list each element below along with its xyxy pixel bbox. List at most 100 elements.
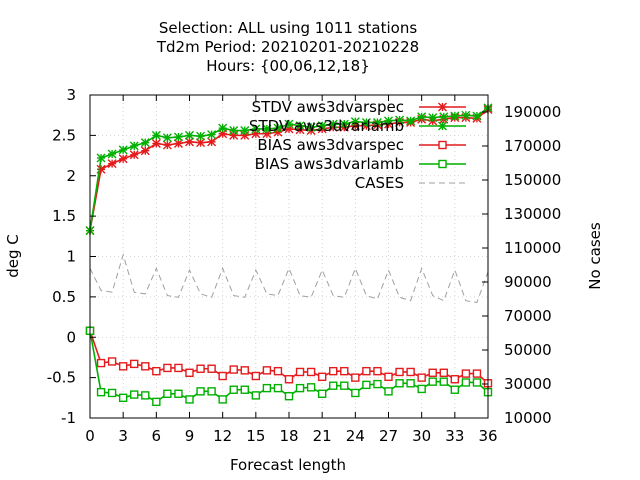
data-point-square — [351, 388, 360, 398]
x-tick-label: 36 — [478, 427, 497, 445]
data-point-square — [163, 389, 172, 398]
title-line-3: Hours: {00,06,12,18} — [206, 57, 370, 75]
data-point-square — [406, 367, 415, 377]
data-point-star — [438, 102, 447, 112]
data-point-square — [295, 383, 305, 393]
x-tick-label: 27 — [379, 427, 398, 445]
legend-label: CASES — [355, 174, 404, 192]
data-point-square — [395, 379, 404, 388]
data-point-square — [218, 395, 227, 404]
data-point-square — [273, 366, 283, 376]
star-stroke — [472, 111, 482, 121]
series-line — [89, 253, 489, 303]
data-point-square — [273, 383, 283, 393]
data-point-square — [130, 390, 139, 399]
data-point-star — [240, 126, 250, 136]
data-point-square — [196, 387, 205, 396]
star-stroke — [173, 132, 183, 142]
data-point-star — [438, 121, 447, 131]
data-point-star — [273, 127, 283, 137]
legend-label: BIAS aws3dvarlamb — [255, 155, 404, 173]
data-point-star — [472, 111, 482, 121]
data-point-square — [262, 383, 272, 393]
title-line-1: Selection: ALL using 1011 stations — [159, 19, 418, 37]
y-tick-label: -1 — [61, 409, 76, 427]
data-point-square — [417, 373, 426, 382]
data-point-star — [207, 130, 217, 140]
data-point-square — [251, 371, 261, 381]
star-stroke — [339, 119, 349, 129]
legend-entry: STDV aws3dvarspec — [252, 98, 466, 116]
data-point-square — [439, 377, 448, 386]
data-point-star — [361, 117, 371, 127]
data-point-star — [461, 110, 471, 120]
y2-tick-label: 190000 — [504, 103, 561, 121]
star-stroke — [151, 138, 161, 148]
data-point-square — [373, 366, 382, 376]
data-point-star — [350, 117, 360, 127]
y2-axis-label: No cases — [586, 222, 604, 290]
chart-title: Selection: ALL using 1011 stations Td2m … — [156, 19, 419, 75]
data-point-square — [163, 363, 172, 373]
star-stroke — [162, 133, 172, 143]
data-point-square — [406, 379, 415, 388]
series-cases — [89, 253, 489, 303]
star-stroke — [196, 138, 206, 148]
data-point-square — [472, 378, 482, 387]
data-point-star — [339, 119, 349, 129]
data-point-star — [251, 124, 261, 134]
star-stroke — [207, 137, 217, 147]
data-point-square — [351, 373, 360, 382]
axes: -1-0.500.511.522.530 3 6 9 12 15 18 21 24 27 30 33 3… — [47, 86, 562, 445]
data-point-star — [372, 117, 382, 127]
x-tick-label: 6 — [152, 427, 162, 445]
y-tick-label: 2 — [66, 167, 76, 185]
y2-tick-label: 110000 — [504, 239, 561, 257]
y-tick-label: -0.5 — [47, 369, 76, 387]
data-point-star — [185, 130, 194, 140]
star-stroke — [151, 130, 161, 140]
data-point-square — [174, 389, 183, 398]
data-point-star — [118, 154, 128, 164]
star-stroke — [284, 119, 294, 129]
data-point-square — [295, 367, 305, 377]
star-stroke — [185, 137, 194, 147]
star-stroke — [372, 117, 382, 127]
x-axis-label: Forecast length — [230, 456, 346, 474]
x-tick-label: 18 — [279, 427, 298, 445]
data-point-star — [428, 113, 438, 123]
data-point-star — [384, 116, 393, 126]
data-point-star — [417, 112, 427, 122]
x-tick-label: 21 — [313, 427, 332, 445]
star-stroke — [173, 138, 183, 148]
star-stroke — [350, 117, 360, 127]
x-tick-label: 15 — [246, 427, 265, 445]
data-point-star — [218, 123, 228, 133]
legend-entry: STDV aws3dvarlamb — [249, 117, 466, 135]
data-point-star — [151, 130, 161, 140]
data-point-square — [306, 367, 316, 377]
data-point-star — [229, 126, 239, 136]
title-line-2: Td2m Period: 20210201-20210228 — [156, 38, 419, 56]
x-tick-label: 3 — [118, 427, 128, 445]
y-tick-label: 1.5 — [52, 207, 76, 225]
data-point-square — [384, 372, 393, 382]
star-stroke — [240, 126, 250, 136]
star-stroke — [438, 102, 447, 112]
legend-label: STDV aws3dvarlamb — [249, 117, 404, 135]
data-point-square — [107, 357, 117, 366]
data-point-star — [140, 138, 150, 148]
data-point-star — [129, 150, 139, 160]
series-bias-aws3dvarspec — [85, 326, 493, 388]
data-point-square — [185, 395, 194, 404]
legend-entry: CASES — [355, 174, 466, 192]
x-tick-label: 33 — [445, 427, 464, 445]
data-point-square — [362, 380, 371, 390]
y-tick-label: 2.5 — [52, 126, 76, 144]
star-stroke — [273, 127, 283, 137]
star-stroke — [328, 119, 338, 129]
star-stroke — [162, 140, 172, 150]
data-point-star — [173, 132, 183, 142]
data-point-square — [174, 363, 183, 373]
